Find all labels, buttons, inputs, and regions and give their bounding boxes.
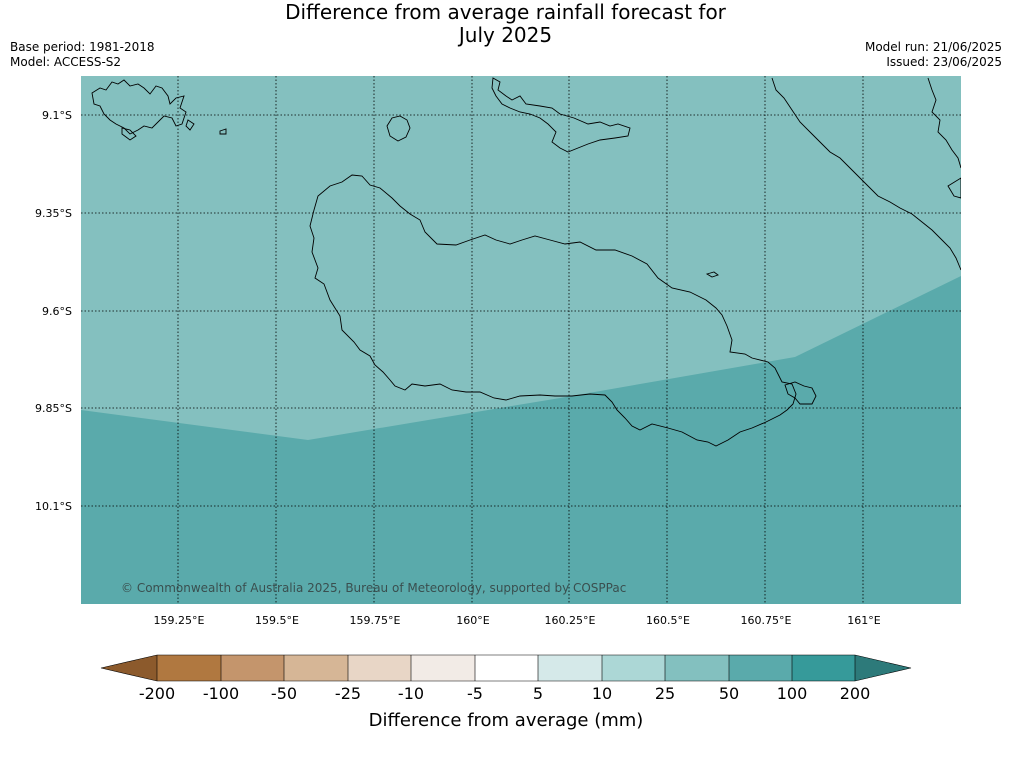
meta-right: Model run: 21/06/2025 Issued: 23/06/2025 — [865, 40, 1002, 70]
lon-label: 159.25°E — [154, 614, 205, 627]
colorbar: -200 -100 -50 -25 -10 -5 5 10 25 50 100 … — [100, 654, 912, 731]
colorbar-title: Difference from average (mm) — [369, 710, 644, 731]
colorbar-label: -200 — [139, 684, 175, 703]
map-title: Difference from average rainfall forecas… — [0, 1, 1011, 47]
lat-label: 9.6°S — [42, 305, 72, 318]
colorbar-label: -50 — [271, 684, 297, 703]
base-period: Base period: 1981-2018 — [10, 40, 155, 54]
colorbar-bin — [348, 655, 411, 681]
model-name: Model: ACCESS-S2 — [10, 55, 122, 69]
colorbar-outline — [100, 654, 912, 682]
savo-island-coast — [386, 115, 411, 142]
lon-label: 161°E — [847, 614, 880, 627]
lon-label: 160.5°E — [646, 614, 690, 627]
forecast-region-lower — [81, 276, 961, 604]
issued-date: Issued: 23/06/2025 — [886, 55, 1002, 69]
map-panel[interactable]: © Commonwealth of Australia 2025, Bureau… — [81, 76, 961, 604]
colorbar-label: -10 — [398, 684, 424, 703]
lon-axis: 159.25°E 159.5°E 159.75°E 160°E 160.25°E… — [154, 614, 881, 627]
lon-label: 159.75°E — [350, 614, 401, 627]
islet — [185, 119, 195, 131]
colorbar-extend-low — [101, 655, 157, 681]
coastline — [91, 77, 961, 447]
colorbar-extend-high — [855, 655, 911, 681]
colorbar-label: 200 — [840, 684, 871, 703]
lon-label: 159.5°E — [255, 614, 299, 627]
malaita-coast — [771, 77, 961, 271]
colorbar-bin — [284, 655, 348, 681]
colorbar-bin — [538, 655, 602, 681]
colorbar-bin — [475, 655, 538, 681]
islet — [219, 128, 227, 135]
copyright-notice: © Commonwealth of Australia 2025, Bureau… — [121, 581, 626, 595]
lon-label: 160°E — [456, 614, 489, 627]
colorbar-bin — [411, 655, 475, 681]
graticule — [81, 76, 961, 604]
colorbar-bin — [792, 655, 855, 681]
guadalcanal-coast — [309, 174, 797, 447]
colorbar-label: 10 — [592, 684, 612, 703]
colorbar-label: 25 — [655, 684, 675, 703]
lat-axis: 9.1°S 9.35°S 9.6°S 9.85°S 10.1°S — [35, 109, 72, 513]
colorbar-label: -100 — [203, 684, 239, 703]
islet — [947, 177, 961, 199]
meta-left: Base period: 1981-2018 Model: ACCESS-S2 — [10, 40, 155, 70]
colorbar-label: -5 — [467, 684, 483, 703]
colorbar-bin — [665, 655, 729, 681]
colorbar-label: 50 — [719, 684, 739, 703]
colorbar-bin — [729, 655, 792, 681]
model-run: Model run: 21/06/2025 — [864, 40, 1002, 54]
islet — [784, 381, 817, 405]
lat-label: 9.85°S — [35, 402, 72, 415]
colorbar-bin — [602, 655, 665, 681]
lon-label: 160.75°E — [741, 614, 792, 627]
lon-label: 160.25°E — [545, 614, 596, 627]
lat-label: 9.1°S — [42, 109, 72, 122]
russell-islands-coast — [91, 79, 187, 135]
colorbar-label: 5 — [533, 684, 543, 703]
colorbar-bin — [157, 655, 221, 681]
florida-islands-coast — [491, 77, 631, 153]
title-line-2: July 2025 — [458, 23, 553, 47]
lat-label: 9.35°S — [35, 207, 72, 220]
islet — [705, 271, 719, 278]
colorbar-label: -25 — [335, 684, 361, 703]
title-line-1: Difference from average rainfall forecas… — [285, 0, 726, 24]
lat-label: 10.1°S — [35, 500, 72, 513]
colorbar-bin — [221, 655, 284, 681]
malaita-coast — [927, 77, 961, 169]
islet — [121, 127, 137, 141]
colorbar-label: 100 — [777, 684, 808, 703]
